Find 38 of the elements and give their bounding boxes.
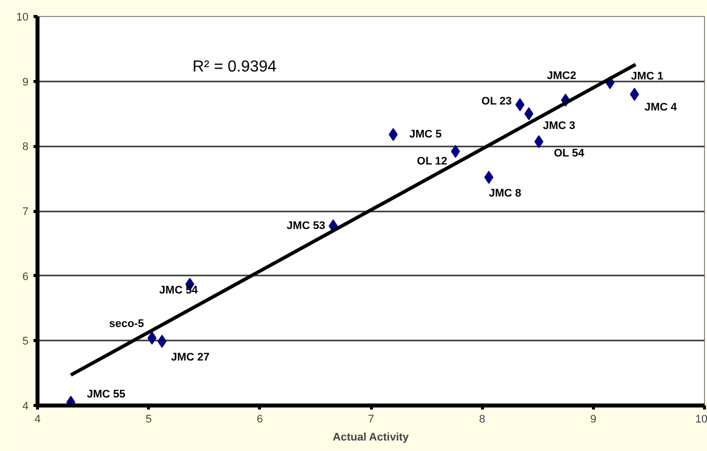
point bbox=[484, 170, 494, 184]
annotation: JMC 5 bbox=[409, 128, 442, 140]
y-tick-label: 4 bbox=[22, 400, 29, 412]
annotation: JMC 53 bbox=[286, 220, 326, 232]
annotation: seco-5 bbox=[109, 318, 144, 330]
annotation: OL 23 bbox=[481, 96, 512, 108]
annotation: JMC 3 bbox=[542, 120, 576, 132]
annotation: JMC 4 bbox=[644, 101, 678, 114]
y-tick-label: 5 bbox=[22, 336, 29, 348]
x-tick-label: 4 bbox=[34, 414, 41, 426]
point bbox=[450, 144, 460, 158]
point bbox=[534, 135, 544, 148]
point bbox=[630, 88, 639, 101]
annotation: JMC2 bbox=[546, 70, 576, 82]
x-tick-label: 8 bbox=[479, 414, 486, 426]
y-tick-label: 9 bbox=[22, 76, 29, 88]
annotation: JMC 1 bbox=[631, 70, 664, 83]
annotation: JMC 55 bbox=[86, 388, 126, 400]
x-tick-label: 5 bbox=[146, 414, 152, 426]
point bbox=[158, 334, 167, 348]
annotation: OL 54 bbox=[554, 148, 586, 160]
y-tick-label: 7 bbox=[22, 206, 29, 218]
annotation: JMC 54 bbox=[159, 284, 199, 296]
point bbox=[515, 98, 524, 112]
annotation: OL 12 bbox=[416, 155, 448, 168]
annotation: JMC 27 bbox=[171, 351, 210, 364]
x-axis-title: Actual Activity bbox=[332, 432, 410, 444]
point bbox=[524, 107, 534, 120]
x-tick-label: 9 bbox=[590, 414, 596, 426]
point bbox=[388, 128, 398, 141]
y-tick-label: 8 bbox=[22, 141, 29, 154]
x-tick-label: 6 bbox=[256, 414, 263, 426]
y-tick-label: 6 bbox=[22, 270, 29, 283]
y-tick-label: 10 bbox=[16, 12, 29, 24]
x-tick-label: 7 bbox=[368, 414, 374, 426]
annotation: JMC 8 bbox=[488, 187, 522, 200]
x-tick-label: 10 bbox=[695, 414, 707, 426]
annotation: R² = 0.9394 bbox=[192, 58, 277, 76]
